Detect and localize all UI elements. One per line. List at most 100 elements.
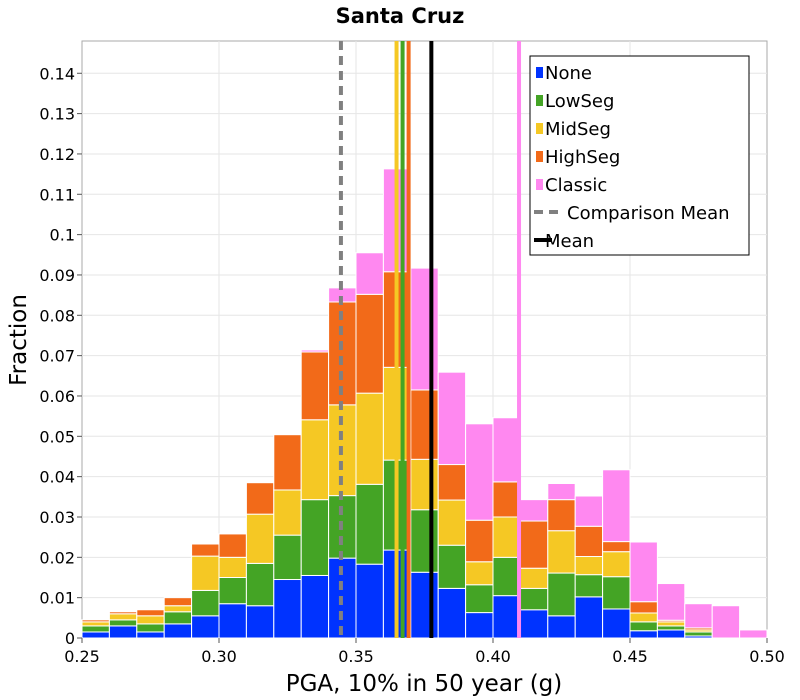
- bar-none-14: [465, 612, 494, 639]
- y-tick-label: 0.07: [39, 347, 75, 366]
- bar-lowseg-1: [108, 619, 138, 627]
- bar-classic-18: [574, 495, 604, 527]
- bar-lowseg-19: [602, 576, 631, 610]
- bar-highseg-10: [355, 293, 384, 394]
- y-axis-label: Fraction: [6, 294, 32, 386]
- bar-none-13: [437, 587, 467, 639]
- x-tick-label: 0.25: [64, 647, 100, 666]
- y-tick-label: 0.03: [39, 508, 75, 527]
- bar-midseg-10: [355, 392, 384, 485]
- bar-midseg-15: [492, 516, 521, 558]
- bar-highseg-2: [136, 609, 165, 617]
- legend-label-comparison-mean: Comparison Mean: [567, 203, 730, 224]
- legend-swatch-highseg: [536, 151, 543, 162]
- legend-label-lowseg: LowSeg: [545, 91, 614, 112]
- bar-highseg-17: [547, 499, 576, 532]
- bar-classic-16: [519, 499, 549, 522]
- bar-none-1: [108, 625, 138, 639]
- bar-classic-14: [465, 423, 494, 521]
- bar-highseg-12: [410, 389, 439, 460]
- x-axis-ticks: 0.25 0.30 0.35 0.40 0.45 0.50: [64, 638, 785, 666]
- bar-midseg-1: [108, 613, 138, 621]
- bar-highseg-1: [108, 611, 138, 615]
- y-tick-label: 0.06: [39, 387, 75, 406]
- y-tick-label: 0.14: [39, 64, 75, 83]
- bar-lowseg-10: [355, 483, 384, 565]
- bar-highseg-19: [602, 541, 631, 553]
- bar-lowseg-16: [519, 587, 549, 611]
- bar-midseg-6: [245, 513, 275, 564]
- y-tick-label: 0.13: [39, 105, 75, 124]
- legend-label-highseg: HighSeg: [545, 147, 620, 168]
- bar-classic-23: [711, 605, 741, 639]
- bar-highseg-20: [629, 601, 658, 614]
- bar-none-19: [602, 608, 631, 639]
- bar-midseg-21: [656, 621, 686, 627]
- bar-highseg-18: [574, 525, 604, 558]
- bar-highseg-0: [81, 619, 110, 623]
- bar-none-2: [136, 631, 165, 639]
- bar-midseg-4: [191, 555, 220, 591]
- bar-lowseg-5: [218, 576, 247, 605]
- bar-classic-17: [547, 483, 576, 501]
- bar-midseg-3: [163, 605, 193, 613]
- legend-swatch-lowseg: [536, 95, 543, 106]
- bar-highseg-13: [437, 464, 467, 501]
- bar-highseg-6: [245, 482, 275, 515]
- bar-classic-15: [492, 417, 521, 483]
- bar-midseg-13: [437, 499, 467, 546]
- bar-classic-22: [684, 603, 713, 629]
- bar-midseg-20: [629, 612, 658, 623]
- bar-classic-24: [739, 629, 768, 639]
- x-tick-label: 0.30: [201, 647, 237, 666]
- bar-classic-8: [300, 349, 330, 353]
- bar-lowseg-22: [684, 631, 713, 637]
- bar-midseg-19: [602, 551, 631, 578]
- mean-lines: [338, 41, 522, 638]
- legend-label-mean: Mean: [545, 231, 594, 252]
- bar-midseg-8: [300, 419, 330, 501]
- legend-label-none: None: [545, 63, 592, 84]
- bar-classic-21: [656, 583, 686, 621]
- bar-lowseg-8: [300, 499, 330, 576]
- bar-lowseg-4: [191, 589, 220, 617]
- y-tick-label: 0.01: [39, 589, 75, 608]
- bar-highseg-4: [191, 543, 220, 557]
- bar-none-6: [245, 605, 275, 639]
- x-tick-label: 0.35: [338, 647, 374, 666]
- legend-swatch-midseg: [536, 123, 543, 134]
- bar-highseg-3: [163, 597, 193, 607]
- y-tick-label: 0.12: [39, 145, 75, 164]
- bar-lowseg-17: [547, 572, 576, 617]
- legend-label-midseg: MidSeg: [545, 119, 611, 140]
- legend-box: [529, 55, 750, 256]
- bar-none-20: [629, 630, 658, 639]
- bar-lowseg-3: [163, 611, 193, 625]
- bar-none-21: [656, 629, 686, 639]
- bar-lowseg-18: [574, 574, 604, 598]
- bar-lowseg-20: [629, 621, 658, 632]
- bar-none-4: [191, 615, 220, 639]
- legend-label-classic: Classic: [545, 175, 607, 196]
- x-tick-label: 0.40: [475, 647, 511, 666]
- bar-classic-19: [602, 469, 631, 543]
- bar-none-17: [547, 615, 576, 639]
- y-tick-label: 0.05: [39, 427, 75, 446]
- y-tick-label: 0: [65, 629, 75, 648]
- bar-lowseg-7: [273, 534, 302, 581]
- bar-highseg-5: [218, 533, 247, 558]
- y-tick-label: 0.11: [39, 185, 75, 204]
- y-tick-label: 0.09: [39, 266, 75, 285]
- bar-midseg-18: [574, 556, 604, 576]
- bar-lowseg-13: [437, 544, 467, 589]
- bar-midseg-5: [218, 556, 247, 578]
- y-tick-label: 0.08: [39, 306, 75, 325]
- bar-lowseg-15: [492, 556, 521, 597]
- bar-highseg-7: [273, 434, 302, 491]
- bar-none-18: [574, 596, 604, 639]
- bar-none-3: [163, 623, 193, 639]
- bar-midseg-2: [136, 615, 165, 625]
- bar-midseg-14: [465, 561, 494, 586]
- bar-midseg-17: [547, 530, 576, 574]
